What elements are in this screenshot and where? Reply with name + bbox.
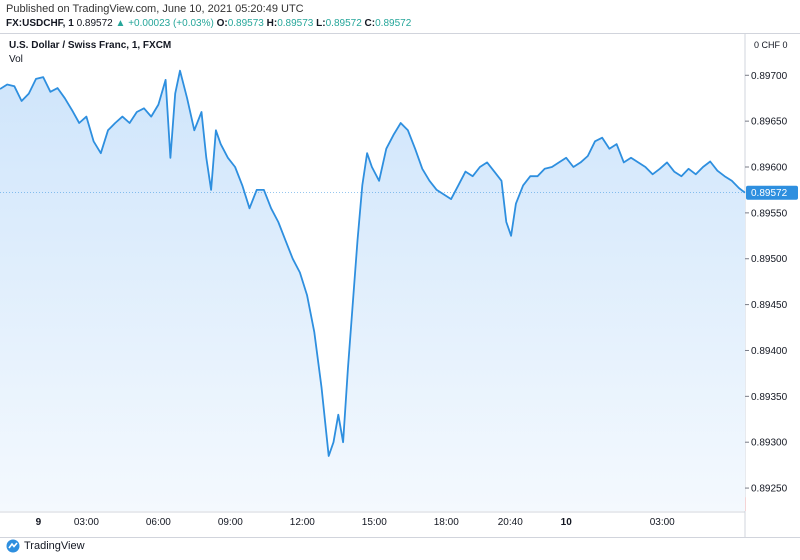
time-tick-label: 12:00: [290, 517, 315, 528]
price-tick-label: 0.89550: [751, 208, 788, 219]
low-value: 0.89572: [325, 18, 362, 29]
last-price-marker: 0.89572: [0, 185, 798, 200]
close-value: 0.89572: [375, 18, 412, 29]
symbol-label[interactable]: FX:USDCHF, 1: [6, 18, 74, 29]
price-tick-label: 0.89250: [751, 484, 788, 495]
currency-label: 0 CHF 0: [754, 40, 788, 50]
time-tick-label: 9: [36, 517, 42, 528]
price-tick-label: 0.89400: [751, 346, 788, 357]
high-label: H:: [266, 18, 278, 29]
time-axis[interactable]: 9 03:00 06:00 09:00 12:00 15:00 18:00 20:40 10 03…: [36, 517, 676, 528]
price-tick-label: 0.89650: [751, 117, 788, 128]
time-tick-label: 03:00: [74, 517, 99, 528]
price-tick-label: 0.89450: [751, 300, 788, 311]
price-tick-label: 0.89700: [751, 71, 788, 82]
close-label: C:: [364, 18, 376, 29]
up-arrow-icon: ▲: [115, 18, 126, 29]
price-change: +0.00023 (+0.03%): [128, 18, 214, 29]
time-tick-label: 06:00: [146, 517, 171, 528]
last-price-badge: [746, 185, 798, 200]
price-tick-label: 0.89300: [751, 438, 788, 449]
chart-frame: [0, 33, 800, 538]
last-price: 0.89572: [76, 18, 113, 29]
price-area: [0, 69, 746, 511]
time-tick-label: 09:00: [218, 517, 243, 528]
footer-brand[interactable]: TradingView: [6, 539, 85, 553]
open-value: 0.89573: [227, 18, 264, 29]
time-tick-label: 20:40: [498, 517, 523, 528]
footer-brand-text: TradingView: [24, 540, 85, 552]
volume-label[interactable]: Vol: [9, 54, 23, 65]
tradingview-logo-icon: [6, 539, 20, 553]
open-label: O:: [216, 18, 228, 29]
last-price-badge-label: 0.89572: [751, 188, 788, 199]
price-tick-label: 0.89600: [751, 163, 788, 174]
time-tick-label: 18:00: [434, 517, 459, 528]
price-axis[interactable]: 0.89700 0.89650 0.89600 0.89550 0.89500 0.894…: [745, 71, 788, 495]
time-tick-label: 10: [561, 517, 573, 528]
time-tick-label: 03:00: [650, 517, 675, 528]
high-value: 0.89573: [277, 18, 314, 29]
price-tick-label: 0.89500: [751, 254, 788, 265]
price-tick-label: 0.89350: [751, 392, 788, 403]
time-tick-label: 15:00: [362, 517, 387, 528]
quote-bar: FX:USDCHF, 1 0.89572 ▲ +0.00023 (+0.03%)…: [6, 18, 411, 29]
price-area-fill: [0, 70, 745, 511]
price-line: [0, 69, 746, 457]
low-label: L:: [316, 18, 326, 29]
published-caption: Published on TradingView.com, June 10, 2…: [6, 3, 304, 15]
series-title[interactable]: U.S. Dollar / Swiss Franc, 1, FXCM: [9, 40, 172, 51]
